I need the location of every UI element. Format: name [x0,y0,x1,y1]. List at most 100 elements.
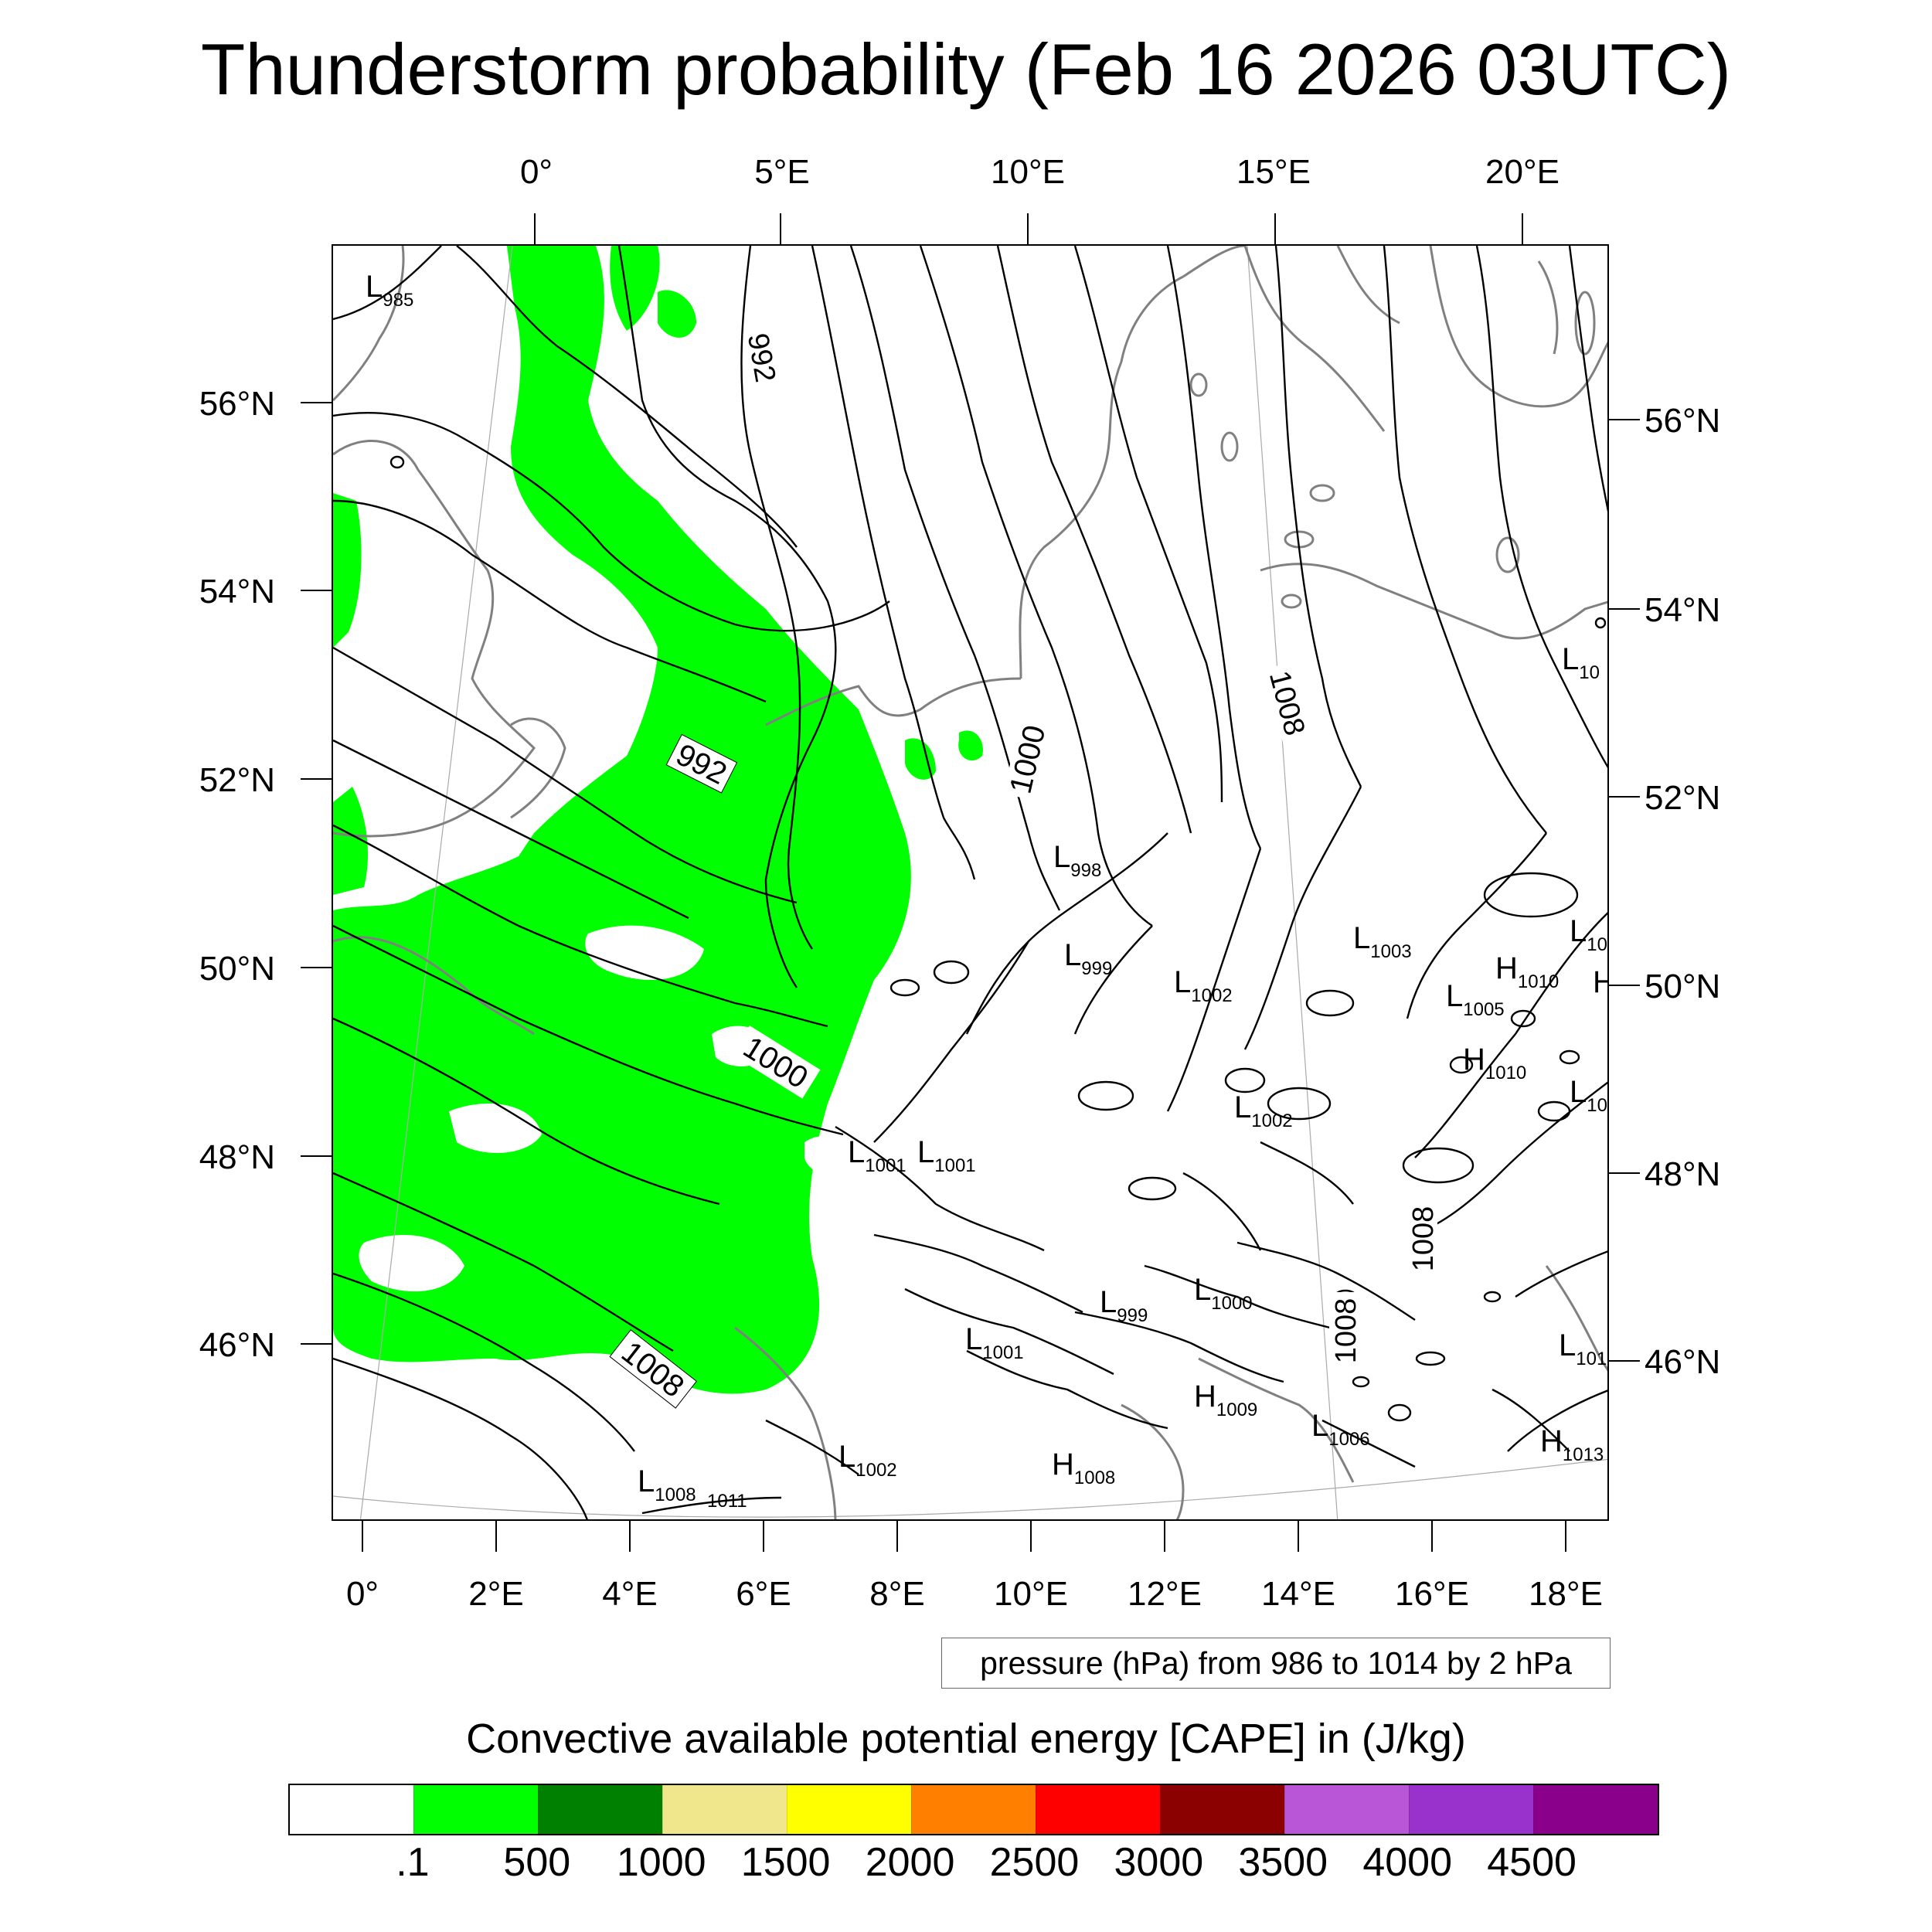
colorbar-tick-label: 500 [503,1840,571,1885]
left-axis-label: 48°N [199,1138,275,1176]
right-axis-label: 46°N [1645,1343,1721,1381]
right-axis-label: 48°N [1645,1155,1721,1193]
top-axis-label: 5°E [754,153,810,191]
colorbar-swatch [413,1785,538,1834]
colorbar-swatch [1036,1785,1160,1834]
pressure-center: L1005 [1446,979,1505,1020]
cape-shading [333,246,983,1394]
pressure-center: H1010 [1495,951,1559,992]
islands [1189,291,1596,609]
map-canvas: 992 992 1000 1000 1008 [333,246,1609,1519]
colorbar-swatch [1160,1785,1284,1834]
isobar-label-text: 1008 [1407,1206,1440,1272]
isobar-label-text: 992 [741,331,781,385]
pressure-center: H1013 [1540,1424,1604,1465]
left-axis-label: 52°N [199,761,275,799]
pressure-center: L1001 [917,1135,976,1176]
pressure-center: L1002 [838,1440,897,1481]
pressure-center: L999 [1064,938,1112,979]
colorbar-tick-label: 2500 [989,1840,1080,1885]
pressure-center: L1001 [848,1135,906,1176]
isobar-label: 992 [665,733,738,794]
bottom-axis-label: 14°E [1261,1575,1335,1613]
left-axis-label: 56°N [199,385,275,423]
colorbar-swatch [290,1785,413,1834]
colorbar-swatch [911,1785,1036,1834]
bottom-axis-label: 0° [345,1575,379,1613]
isobar-label: 1008 [1406,1200,1440,1277]
colorbar-swatch [1409,1785,1533,1834]
colorbar [288,1784,1659,1835]
left-axis-label: 54°N [199,573,275,611]
pressure-center: L1003 [1353,921,1412,962]
page-title: Thunderstorm probability (Feb 16 2026 03… [200,29,1732,110]
colorbar-tick-label: 1000 [616,1840,706,1885]
pressure-center: L1000 [1194,1273,1253,1314]
isobar-label-text: 1008 [1330,1298,1362,1364]
pressure-center: L10 [1562,642,1600,683]
bottom-axis-label: 16°E [1395,1575,1469,1613]
pressure-centers: L985 L998 L999 L1002 L1003 H1010 L1005 H… [366,270,1609,1512]
colorbar-tick-label: 3000 [1114,1840,1204,1885]
top-axis-label: 20°E [1485,153,1560,191]
pressure-center: L10 [1570,1075,1607,1116]
top-axis-label: 15°E [1236,153,1311,191]
top-axis-label: 0° [519,153,553,191]
pressure-center: H [1593,965,1609,999]
colorbar-tick-label: 2000 [865,1840,955,1885]
colorbar-tick-label: .1 [396,1840,430,1885]
map-panel: 992 992 1000 1000 1008 [332,244,1609,1521]
isobar-label: 992 [741,328,783,386]
pressure-center: H1010 [1463,1043,1526,1083]
pressure-center: L1001 [965,1322,1024,1363]
bottom-axis-label: 6°E [736,1575,791,1613]
bottom-axis-label: 2°E [468,1575,524,1613]
isobar-label-text: 1000 [1004,722,1053,797]
cape-gaps [359,564,848,1292]
cape-title: Convective available potential energy [C… [466,1716,1466,1762]
pressure-center: L999 [1100,1285,1148,1326]
bottom-axis-label: 10°E [994,1575,1068,1613]
pressure-center: L1002 [1234,1090,1293,1131]
colorbar-swatch [538,1785,662,1834]
pressure-center: L1006 [1311,1409,1370,1450]
right-axis-label: 52°N [1645,779,1721,817]
top-axis-label: 10°E [991,153,1065,191]
right-axis-label: 54°N [1645,591,1721,629]
closed-isobars [389,455,1607,1422]
isobar-label: 1000 [1003,718,1053,801]
isobar-label-text: 1008 [1263,668,1311,740]
colorbar-tick-label: 4000 [1362,1840,1453,1885]
pressure-legend: pressure (hPa) from 986 to 1014 by 2 hPa [941,1638,1611,1689]
pressure-center: L1002 [1174,965,1233,1006]
pressure-center: H1008 [1052,1447,1115,1488]
colorbar-swatch [1284,1785,1409,1834]
pressure-extra-label: 1011 [707,1491,747,1512]
pressure-center: L1008 [638,1464,696,1505]
right-axis-label: 56°N [1645,402,1721,440]
isobars [333,246,1607,1519]
bottom-axis-label: 4°E [602,1575,658,1613]
right-axis-label: 50°N [1645,968,1721,1005]
pressure-center: L998 [1053,840,1101,881]
colorbar-tick-label: 1500 [740,1840,831,1885]
bottom-axis-label: 8°E [869,1575,925,1613]
colorbar-swatch [662,1785,787,1834]
pressure-center: L985 [366,270,413,311]
isobar-label: 1008 [1263,662,1314,744]
colorbar-tick-label: 3500 [1238,1840,1328,1885]
colorbar-swatch [787,1785,911,1834]
colorbar-tick-label: 4500 [1487,1840,1577,1885]
bottom-axis-label: 12°E [1128,1575,1202,1613]
left-axis-label: 50°N [199,950,275,988]
graticule [333,246,1607,1519]
left-axis-label: 46°N [199,1326,275,1364]
bottom-axis-label: 18°E [1529,1575,1603,1613]
pressure-center: L10 [1570,914,1607,955]
pressure-center: H1009 [1194,1379,1257,1420]
colorbar-swatch [1533,1785,1658,1834]
isobar-labels: 992 992 1000 1000 1008 [609,328,1440,1409]
pressure-center: L101 [1559,1328,1607,1369]
